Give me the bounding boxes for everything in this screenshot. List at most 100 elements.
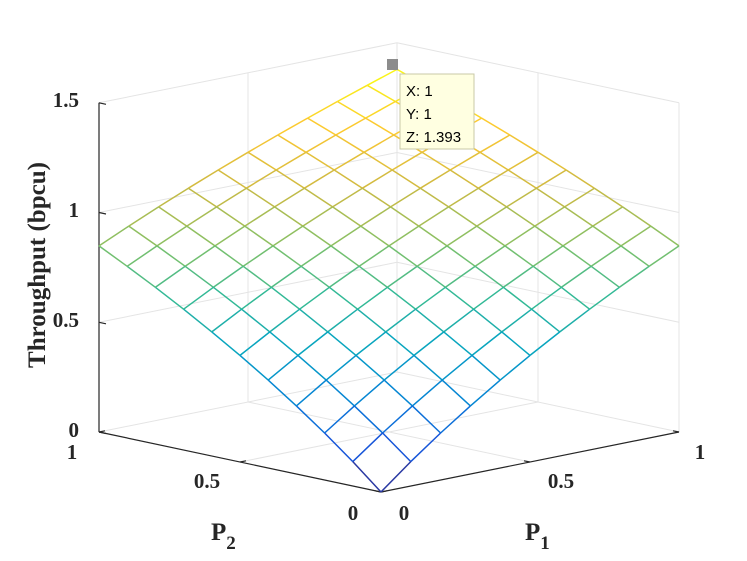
surface-edge — [564, 187, 595, 208]
surface-edge — [242, 245, 274, 267]
surface-edge — [360, 225, 390, 247]
surface-edge — [448, 187, 479, 208]
surface-edge — [535, 187, 566, 208]
surface-edge — [187, 187, 218, 208]
surface-edge — [366, 84, 396, 103]
z-tick-label: 1.5 — [53, 88, 79, 112]
surface-edge — [593, 187, 624, 208]
surface-edge — [353, 379, 385, 407]
surface-edge — [212, 265, 244, 288]
surface-edge — [186, 225, 216, 247]
surface-edge — [295, 379, 327, 407]
surface-edge — [275, 169, 305, 189]
surface-edge — [183, 308, 213, 333]
surface-edge — [473, 308, 503, 333]
surface-edge — [502, 286, 533, 310]
grid-lines — [98, 42, 680, 493]
surface-edge — [239, 331, 271, 356]
surface-edge — [324, 432, 354, 463]
surface-edge — [217, 169, 247, 189]
gridline — [239, 401, 539, 463]
surface-edge — [214, 245, 244, 267]
surface-edge — [441, 379, 471, 407]
surface-edge — [352, 461, 382, 493]
surface-edge — [537, 151, 567, 171]
datatip[interactable]: X: 1 Y: 1 Z: 1.393 — [387, 59, 475, 150]
y-tick-mark — [98, 430, 106, 433]
surface-edge — [300, 265, 330, 288]
surface-edge — [590, 245, 622, 267]
surface-edge — [363, 134, 395, 153]
surface-edge — [446, 225, 478, 247]
surface-edge — [244, 225, 274, 247]
datatip-marker[interactable] — [387, 59, 398, 70]
z-tick-mark — [98, 102, 107, 105]
surface-edge — [186, 206, 218, 227]
surface-edge — [305, 151, 335, 171]
surface-edge — [303, 187, 334, 208]
surface-edge — [158, 206, 188, 227]
surface-edge — [390, 187, 421, 208]
z-tick-label: 0.5 — [53, 308, 79, 332]
surface-edge — [358, 245, 390, 267]
surface-edge — [501, 308, 533, 333]
surface-edge — [509, 134, 539, 153]
surface-edge — [183, 286, 214, 310]
gridline — [98, 42, 398, 104]
z-tick-mark — [98, 211, 107, 215]
gridline — [396, 152, 680, 213]
surface-edge — [365, 117, 395, 136]
surface-edge — [299, 286, 330, 310]
surface-edge — [418, 206, 450, 227]
surface-edge — [355, 354, 385, 381]
surface-edge — [413, 354, 443, 381]
surface-edge — [446, 245, 476, 267]
surface-edge — [98, 225, 130, 247]
surface-edge — [242, 265, 272, 288]
surface-edge — [299, 308, 329, 333]
surface-edge — [471, 354, 501, 381]
datatip-x-value: X: 1 — [406, 83, 433, 100]
surface-edge — [443, 308, 475, 333]
surface-edge — [245, 187, 276, 208]
x-tick-mark — [523, 460, 531, 463]
surface-edge — [388, 245, 418, 267]
surface-edge — [128, 225, 158, 247]
surface-edge — [98, 245, 128, 267]
surface-edge — [443, 331, 473, 356]
x-axis-label-main: P — [525, 519, 540, 546]
surface-edge — [154, 286, 185, 310]
surface-edge — [441, 354, 473, 381]
surface-edge — [126, 245, 158, 267]
surface-edge — [188, 169, 219, 189]
surface-edge — [297, 354, 327, 381]
surface-edge — [411, 405, 442, 434]
surface-edge — [358, 265, 388, 288]
surface-edge — [211, 308, 243, 333]
surface-edge — [562, 225, 594, 247]
surface-edge — [562, 245, 592, 267]
gridline — [98, 261, 398, 323]
surface-edge — [386, 265, 418, 288]
surface-edge — [324, 405, 355, 434]
surface-edge — [479, 134, 511, 153]
surface-edge — [216, 206, 246, 227]
y-axis-label-subscript: 2 — [226, 533, 236, 554]
surface-mesh — [98, 68, 680, 493]
surface-edge — [214, 225, 246, 247]
surface-edge — [365, 100, 396, 119]
x-tick-mark — [672, 430, 680, 433]
surface-edge — [239, 354, 269, 381]
gridline — [98, 371, 398, 433]
surface-edge — [589, 286, 620, 310]
surface-edge — [247, 151, 277, 171]
surface-edge — [302, 225, 332, 247]
surface-edge — [333, 169, 363, 189]
surface-edge — [355, 331, 387, 356]
gridline — [396, 42, 680, 104]
surface-edge — [418, 225, 448, 247]
surface-edge — [479, 151, 509, 171]
surface-edge — [304, 169, 335, 189]
surface-edge — [270, 286, 301, 310]
x-tick-label: 0.5 — [548, 469, 574, 493]
